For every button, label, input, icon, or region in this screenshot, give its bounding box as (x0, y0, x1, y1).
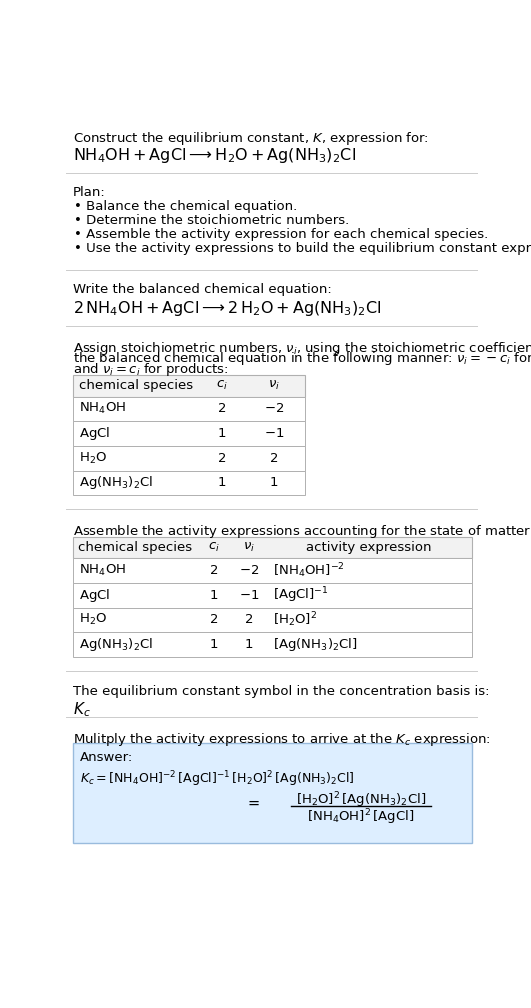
Text: the balanced chemical equation in the following manner: $\nu_i = -c_i$ for react: the balanced chemical equation in the fo… (73, 351, 531, 368)
Text: $\mathrm{AgCl}$: $\mathrm{AgCl}$ (79, 425, 110, 443)
Text: $-2$: $-2$ (239, 564, 259, 578)
Text: chemical species: chemical species (80, 379, 194, 392)
Text: and $\nu_i = c_i$ for products:: and $\nu_i = c_i$ for products: (73, 361, 228, 378)
Text: $[\mathrm{H_2O}]^{2}$: $[\mathrm{H_2O}]^{2}$ (272, 611, 316, 629)
Text: $\nu_i$: $\nu_i$ (243, 541, 255, 554)
Text: $\mathrm{Ag(NH_3)_2Cl}$: $\mathrm{Ag(NH_3)_2Cl}$ (79, 636, 153, 653)
Text: Answer:: Answer: (80, 751, 134, 764)
Text: Assemble the activity expressions accounting for the state of matter and $\nu_i$: Assemble the activity expressions accoun… (73, 523, 531, 540)
Text: Plan:: Plan: (73, 186, 105, 200)
Text: • Balance the chemical equation.: • Balance the chemical equation. (74, 201, 297, 214)
Bar (73, 537, 472, 558)
Text: $c_i$: $c_i$ (208, 541, 220, 554)
Bar (73, 608, 472, 632)
Text: Assign stoichiometric numbers, $\nu_i$, using the stoichiometric coefficients, $: Assign stoichiometric numbers, $\nu_i$, … (73, 340, 531, 357)
Bar (73, 396, 305, 421)
Bar (73, 632, 472, 657)
Text: $\nu_i$: $\nu_i$ (268, 379, 280, 392)
Text: $\mathrm{Ag(NH_3)_2Cl}$: $\mathrm{Ag(NH_3)_2Cl}$ (79, 475, 153, 491)
Text: $[\mathrm{Ag(NH_3)_2Cl}]$: $[\mathrm{Ag(NH_3)_2Cl}]$ (272, 636, 357, 653)
Text: The equilibrium constant symbol in the concentration basis is:: The equilibrium constant symbol in the c… (73, 684, 489, 698)
Text: 2: 2 (218, 402, 226, 415)
Text: • Assemble the activity expression for each chemical species.: • Assemble the activity expression for e… (74, 228, 489, 241)
Text: $=$: $=$ (245, 795, 260, 809)
Text: $[\mathrm{AgCl}]^{-1}$: $[\mathrm{AgCl}]^{-1}$ (272, 586, 328, 605)
Text: $[\mathrm{NH_4OH}]^{2}\,[\mathrm{AgCl}]$: $[\mathrm{NH_4OH}]^{2}\,[\mathrm{AgCl}]$ (307, 807, 415, 828)
Text: Mulitply the activity expressions to arrive at the $K_c$ expression:: Mulitply the activity expressions to arr… (73, 731, 490, 748)
Text: $\mathrm{H_2O}$: $\mathrm{H_2O}$ (79, 451, 107, 466)
Text: 2: 2 (218, 452, 226, 465)
Bar (73, 471, 305, 495)
Bar (73, 558, 472, 583)
Bar (73, 743, 472, 844)
Text: activity expression: activity expression (306, 541, 432, 554)
Bar (73, 421, 305, 446)
Text: $-1$: $-1$ (239, 589, 259, 602)
Text: 1: 1 (218, 427, 226, 440)
Text: 1: 1 (218, 477, 226, 489)
Text: $\mathrm{H_2O}$: $\mathrm{H_2O}$ (79, 613, 107, 627)
Text: 1: 1 (270, 477, 278, 489)
Text: $K_c = [\mathrm{NH_4OH}]^{-2}\,[\mathrm{AgCl}]^{-1}\,[\mathrm{H_2O}]^{2}\,[\math: $K_c = [\mathrm{NH_4OH}]^{-2}\,[\mathrm{… (80, 769, 355, 789)
Text: $[\mathrm{NH_4OH}]^{-2}$: $[\mathrm{NH_4OH}]^{-2}$ (272, 561, 344, 580)
Text: Write the balanced chemical equation:: Write the balanced chemical equation: (73, 283, 331, 296)
Text: $\mathrm{NH_4OH}$: $\mathrm{NH_4OH}$ (79, 401, 126, 416)
Text: chemical species: chemical species (78, 541, 192, 554)
Text: $K_c$: $K_c$ (73, 700, 90, 719)
Text: $\mathrm{AgCl}$: $\mathrm{AgCl}$ (79, 587, 110, 604)
Text: $-1$: $-1$ (264, 427, 284, 440)
Text: 2: 2 (210, 614, 218, 626)
Text: $\mathrm{NH_4OH + AgCl \longrightarrow H_2O + Ag(NH_3)_2Cl}$: $\mathrm{NH_4OH + AgCl \longrightarrow H… (73, 145, 356, 164)
Text: $c_i$: $c_i$ (216, 379, 228, 392)
Text: 1: 1 (210, 638, 218, 651)
Text: Construct the equilibrium constant, $K$, expression for:: Construct the equilibrium constant, $K$,… (73, 130, 429, 147)
Text: 2: 2 (270, 452, 278, 465)
Bar (73, 446, 305, 471)
Bar (73, 583, 472, 608)
Text: 1: 1 (210, 589, 218, 602)
Text: • Determine the stoichiometric numbers.: • Determine the stoichiometric numbers. (74, 214, 349, 227)
Text: $\mathrm{2\,NH_4OH + AgCl \longrightarrow 2\,H_2O + Ag(NH_3)_2Cl}$: $\mathrm{2\,NH_4OH + AgCl \longrightarro… (73, 298, 381, 318)
Text: $\mathrm{NH_4OH}$: $\mathrm{NH_4OH}$ (79, 563, 126, 579)
Text: • Use the activity expressions to build the equilibrium constant expression.: • Use the activity expressions to build … (74, 242, 531, 255)
Text: 2: 2 (245, 614, 253, 626)
Text: 1: 1 (245, 638, 253, 651)
Bar (73, 375, 305, 396)
Text: $[\mathrm{H_2O}]^{2}\,[\mathrm{Ag(NH_3)_2Cl}]$: $[\mathrm{H_2O}]^{2}\,[\mathrm{Ag(NH_3)_… (296, 791, 426, 810)
Text: 2: 2 (210, 564, 218, 578)
Text: $-2$: $-2$ (264, 402, 284, 415)
